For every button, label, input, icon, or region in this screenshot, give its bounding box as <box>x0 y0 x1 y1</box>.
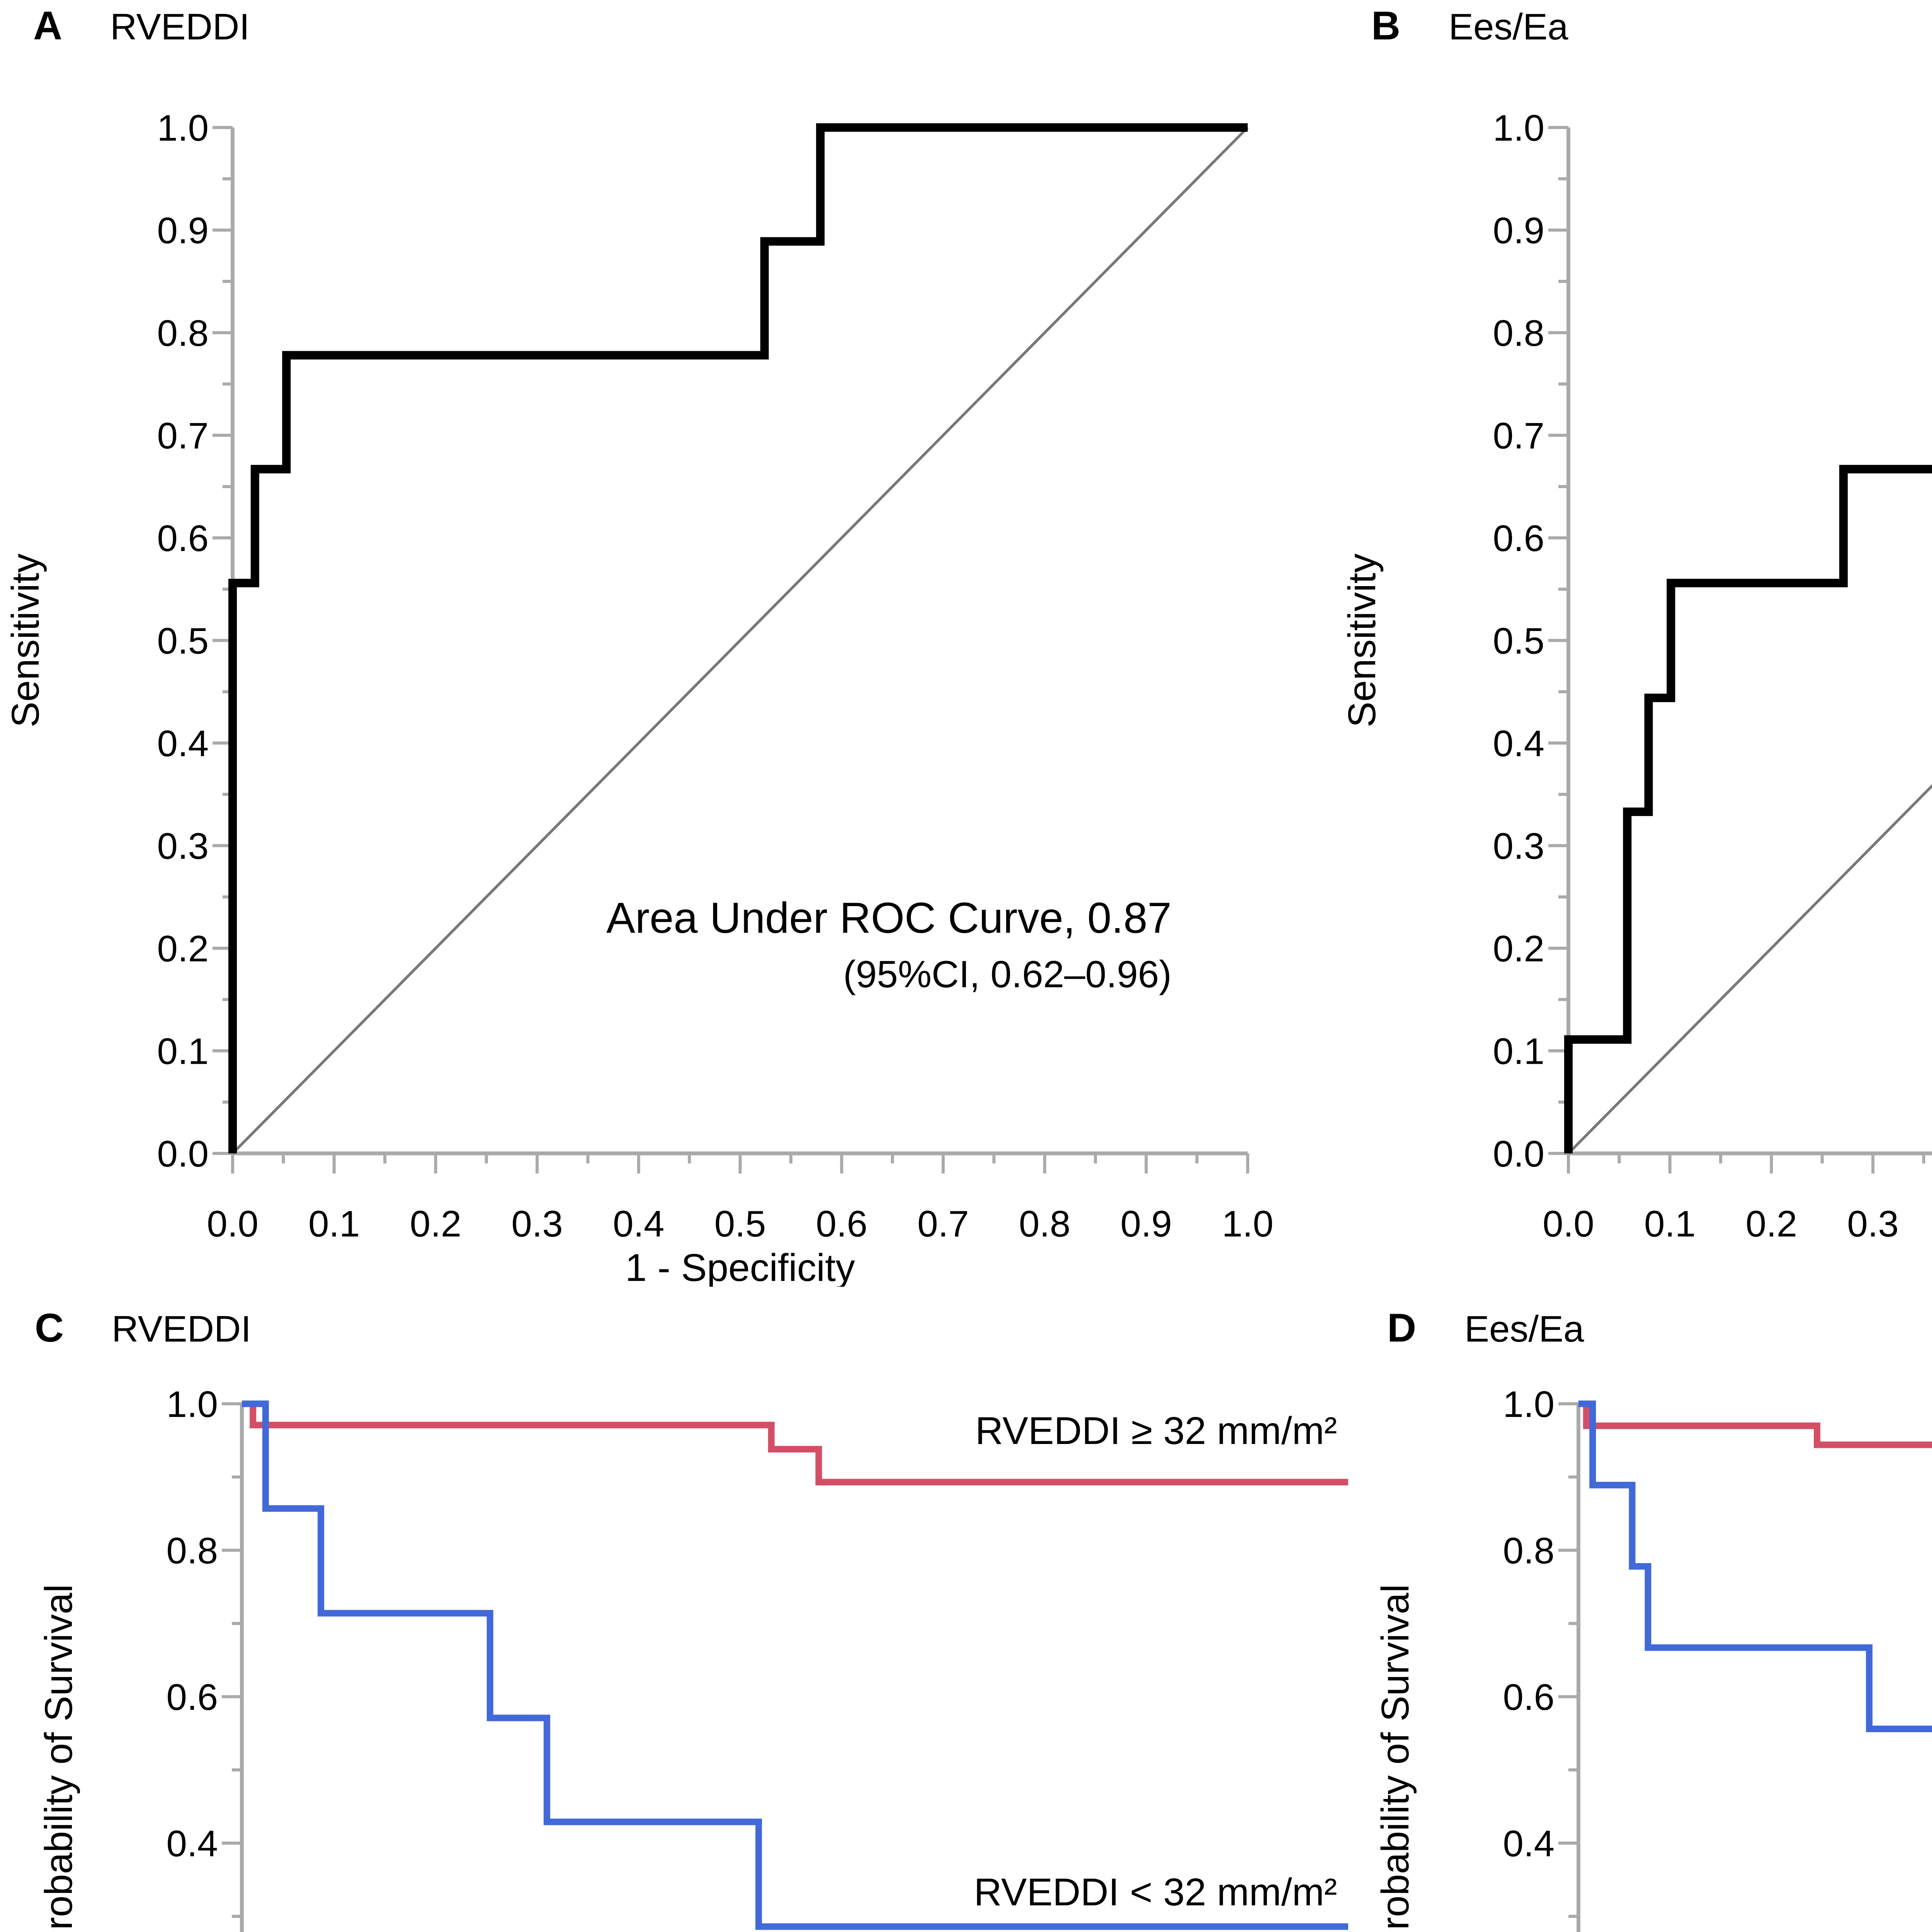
panel-title: Ees/Ea <box>1464 1308 1584 1350</box>
y-tick-label: 0.9 <box>157 210 209 252</box>
y-tick-label: 0.5 <box>157 621 209 662</box>
y-tick-label: 0.8 <box>1493 313 1544 354</box>
panel-b-roc-ees-ea: 0.0 0.1 0.2 0.3 0.4 0.5 0.6 0.7 0.8 0.9 1.0 0.0 0.1 0… <box>1337 0 1932 1287</box>
km-curve-ees-ea-lt-040 <box>1578 1400 1932 1448</box>
roc-curve-roc-rveddi <box>228 123 1248 1153</box>
x-tick-label: 0.4 <box>613 1203 664 1245</box>
panel-letter: C <box>35 1306 64 1350</box>
y-tick-label: 0.2 <box>157 928 209 969</box>
panel-d-km-ees-ea: 012345670.00.20.40.60.81.0Ees/Ea < 0.40E… <box>1337 1287 1932 1932</box>
y-tick-label: 0.0 <box>1493 1133 1544 1175</box>
x-tick-label: 0.3 <box>511 1203 563 1245</box>
panel-a-roc-rveddi: 0.0 0.1 0.2 0.3 0.4 0.5 0.6 0.7 0.8 0.9 1.0 0.0 0.1 0… <box>0 0 1376 1287</box>
diagonal-reference-line <box>231 126 1249 1155</box>
y-tick-label: 0.1 <box>1493 1031 1544 1072</box>
km-curve-rveddi-lt-32 <box>242 1400 1348 1930</box>
y-tick-label: 0.3 <box>1493 826 1544 867</box>
y-tick-label: 0.0 <box>157 1133 209 1175</box>
y-axis-title: Sensitivity <box>1340 553 1384 727</box>
y-tick-label: 0.4 <box>1503 1823 1554 1864</box>
panel-b-chart: 0.0 0.1 0.2 0.3 0.4 0.5 0.6 0.7 0.8 0.9 1.0 0.0 0.1 0… <box>1340 3 1932 1245</box>
y-tick-label: 0.4 <box>157 723 209 764</box>
y-axis-title: Probability of Survival <box>37 1584 80 1932</box>
x-tick-label: 0.2 <box>1746 1203 1797 1245</box>
x-tick-label: 0.6 <box>816 1203 867 1245</box>
y-tick-label: 0.6 <box>1503 1677 1554 1718</box>
y-tick-label: 0.7 <box>1493 415 1544 457</box>
y-tick-label: 0.2 <box>1493 928 1544 969</box>
panel-letter: B <box>1371 3 1400 48</box>
y-tick-label: 0.6 <box>157 518 209 559</box>
panel-d-chart: 012345670.00.20.40.60.81.0Ees/Ea < 0.40E… <box>1374 1306 1932 1932</box>
panel-a-chart: 0.0 0.1 0.2 0.3 0.4 0.5 0.6 0.7 0.8 0.9 1.0 0.0 0.1 0… <box>4 3 1274 1287</box>
y-tick-label: 0.6 <box>1493 518 1544 559</box>
y-tick-label: 1.0 <box>157 107 209 149</box>
y-tick-label: 0.3 <box>157 826 209 867</box>
x-tick-label: 1.0 <box>1222 1203 1273 1245</box>
panel-title: RVEDDI <box>112 1308 251 1350</box>
y-tick-label: 0.6 <box>167 1677 218 1718</box>
y-tick-label: 0.8 <box>1503 1530 1554 1571</box>
x-tick-label: 0.2 <box>410 1203 461 1245</box>
y-axis-title: Probability of Survival <box>1374 1584 1417 1932</box>
x-tick-label: 0.7 <box>917 1203 969 1245</box>
diagonal-reference-line <box>1567 784 1932 1155</box>
y-tick-label: 1.0 <box>1503 1384 1554 1425</box>
y-axis-title: Sensitivity <box>4 553 47 727</box>
km-curve-ees-ea-ge-040 <box>1578 1400 1932 1732</box>
x-tick-label: 0.3 <box>1847 1203 1898 1245</box>
panel-letter: A <box>33 3 62 48</box>
y-tick-label: 1.0 <box>1493 107 1544 149</box>
roc-curve-roc-ees-ea <box>1564 465 1932 1153</box>
x-tick-label: 0.1 <box>308 1203 360 1245</box>
y-tick-label: 0.4 <box>167 1823 218 1864</box>
km-curve-rveddi-ge-32 <box>242 1400 1348 1486</box>
series-label-rveddi-ge-32: RVEDDI ≥ 32 mm/m² <box>975 1409 1337 1452</box>
y-tick-label: 0.1 <box>157 1031 209 1072</box>
y-tick-label: 0.5 <box>1493 621 1544 662</box>
x-tick-label: 0.0 <box>1543 1203 1594 1245</box>
x-tick-label: 0.1 <box>1644 1203 1696 1245</box>
y-tick-label: 0.9 <box>1493 210 1544 252</box>
x-axis-title: 1 - Specificity <box>625 1246 855 1287</box>
auc-ci-annotation: (95%CI, 0.62–0.96) <box>843 953 1172 995</box>
x-tick-label: 0.0 <box>207 1203 258 1245</box>
series-label-rveddi-lt-32: RVEDDI < 32 mm/m² <box>974 1871 1337 1914</box>
auc-annotation: Area Under ROC Curve, 0.87 <box>606 894 1172 942</box>
panel-letter: D <box>1387 1306 1416 1350</box>
x-tick-label: 0.5 <box>714 1203 766 1245</box>
x-tick-label: 0.9 <box>1121 1203 1172 1245</box>
y-tick-label: 0.8 <box>167 1530 218 1571</box>
x-tick-label: 0.8 <box>1019 1203 1070 1245</box>
y-tick-label: 1.0 <box>167 1384 218 1425</box>
y-tick-label: 0.8 <box>157 313 209 354</box>
panel-title: RVEDDI <box>110 6 250 48</box>
y-tick-label: 0.7 <box>157 415 209 457</box>
y-tick-label: 0.4 <box>1493 723 1544 764</box>
panel-title: Ees/Ea <box>1449 6 1568 48</box>
